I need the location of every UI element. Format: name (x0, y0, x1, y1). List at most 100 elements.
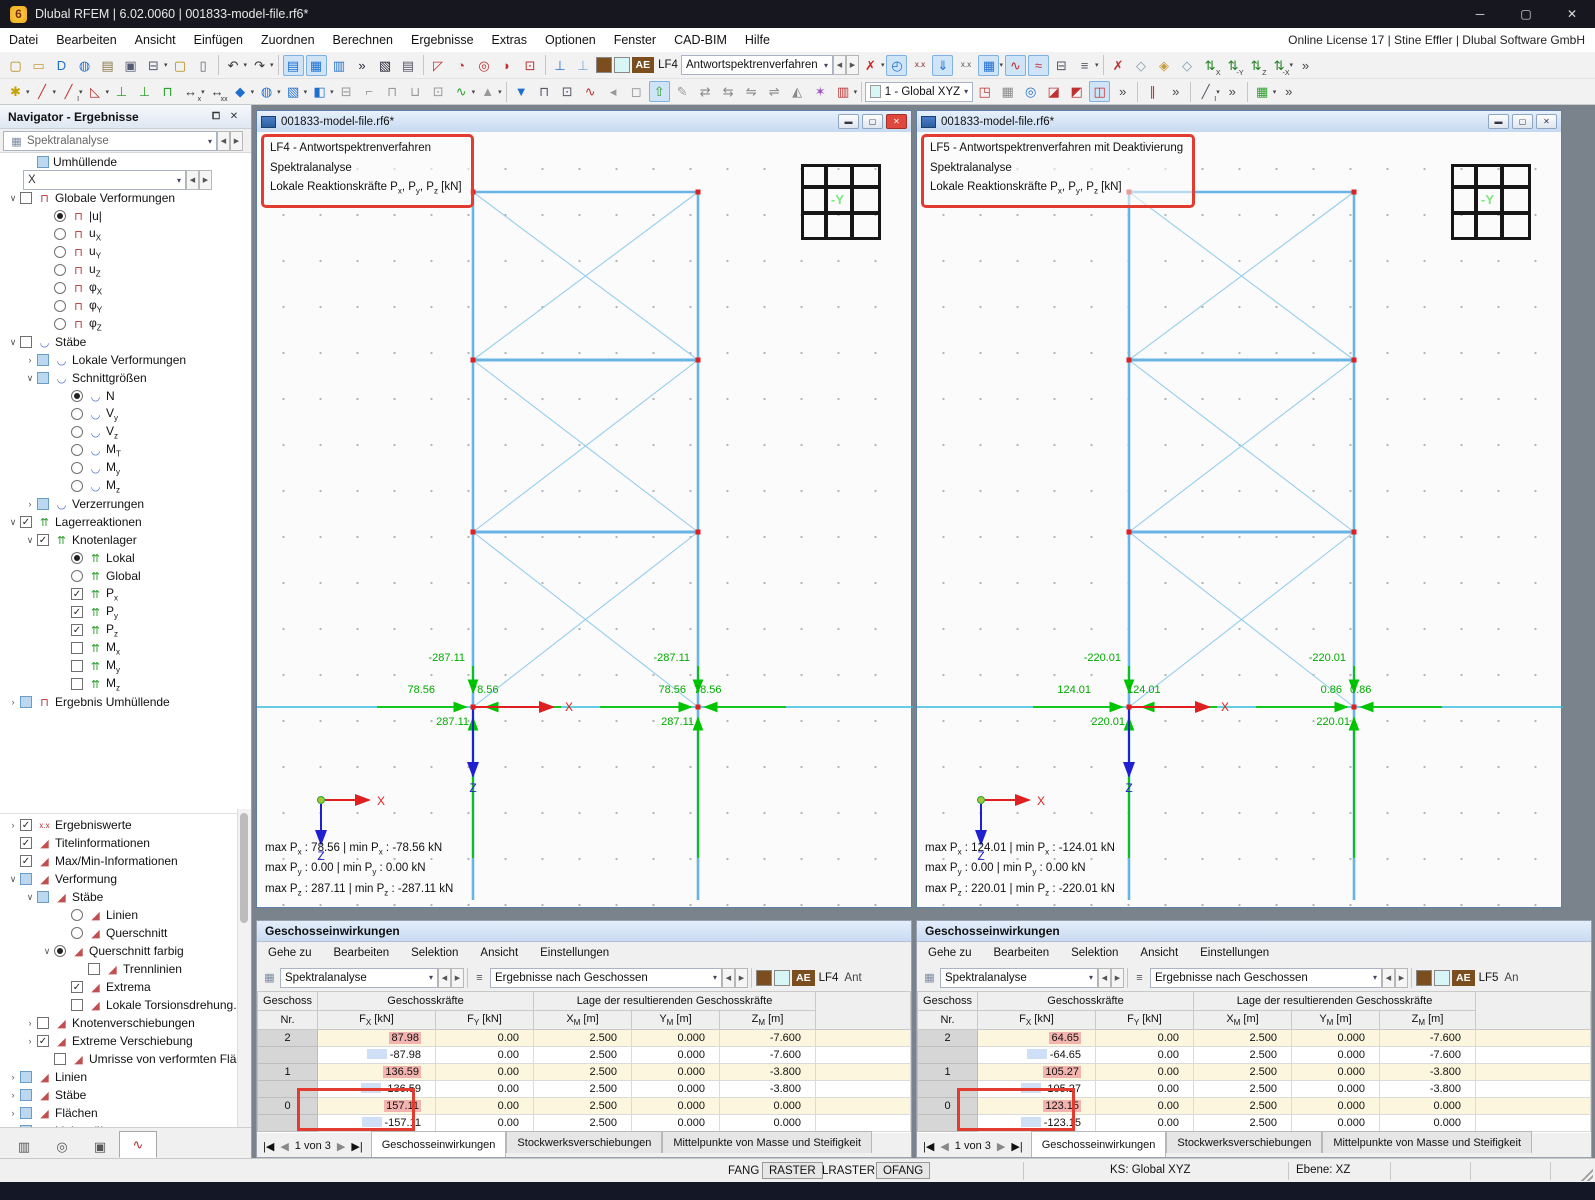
pager-last[interactable]: ▶| (351, 1140, 363, 1153)
checkbox[interactable] (71, 678, 83, 690)
edit-arc-icon[interactable]: ◗ (503, 57, 511, 73)
menu-bearbeiten[interactable]: Bearbeiten (56, 33, 117, 47)
print-graphic-icon[interactable]: ⊟ (1056, 57, 1067, 73)
expander-icon[interactable]: ∨ (9, 336, 17, 347)
select-nodes-icon-dropdown[interactable]: ▾ (250, 88, 255, 96)
tree-row[interactable]: ◢ Querschnitt (0, 924, 238, 942)
select-nodes-icon[interactable]: ◆ (235, 84, 246, 99)
menu-ansicht[interactable]: Ansicht (134, 33, 176, 47)
checkbox[interactable] (54, 1053, 66, 1065)
script-editor-icon[interactable]: ▧ (378, 57, 392, 73)
tree-row[interactable]: ◡ Vy (0, 405, 251, 423)
checkbox[interactable] (37, 372, 49, 384)
snap-raster-button[interactable]: RASTER (762, 1162, 823, 1179)
print-preview-icon[interactable]: ⊟ (340, 84, 352, 99)
menu-optionen[interactable]: Optionen (544, 33, 596, 47)
expander-icon[interactable]: › (11, 1090, 15, 1100)
zoom-cancel-icon[interactable]: ✗ (1112, 57, 1124, 73)
checkbox[interactable]: ✓ (20, 819, 32, 831)
checkbox[interactable] (71, 660, 83, 672)
line-release-icon[interactable]: ⊓ (387, 84, 398, 99)
expander-icon[interactable]: ∨ (9, 516, 17, 527)
panel-combo-prev[interactable]: ◀ (1098, 967, 1111, 988)
checkbox[interactable] (71, 642, 83, 654)
checkbox[interactable]: ✓ (71, 624, 83, 636)
select-sphere-icon-dropdown[interactable]: ▾ (277, 88, 281, 96)
panel-tab-1[interactable]: Geschosseinwirkungen (1030, 1131, 1167, 1157)
tree-row[interactable]: ⊓ φY (0, 297, 251, 315)
tree-row[interactable]: › ◢ Stäbe (0, 1086, 238, 1104)
maximize-button[interactable]: ▢ (1520, 7, 1532, 21)
panel-result-combo[interactable]: Ergebnisse nach Geschossen ▾ (490, 967, 722, 988)
visibility-table-icon-dropdown[interactable]: ▾ (1272, 88, 1277, 96)
show-tables-icon[interactable]: ▤ (282, 54, 304, 76)
viewport-close-button[interactable]: ✕ (1536, 114, 1557, 129)
checkbox[interactable] (37, 891, 49, 903)
checkbox[interactable] (20, 192, 32, 204)
show-results-icon[interactable]: ◴ (886, 54, 908, 76)
result-grid-icon[interactable]: ▦ (978, 54, 1000, 76)
table-row[interactable]: 0 123.15 0.00 2.500 0.000 0.000 (917, 1097, 1591, 1115)
table-row[interactable]: 0 157.11 0.00 2.500 0.000 0.000 (257, 1097, 911, 1115)
navigator-tab-views[interactable]: ◎ (56, 1138, 68, 1154)
expander-icon[interactable]: ∨ (26, 372, 34, 383)
viewport-titlebar[interactable]: 001833-model-file.rf6* ▬ ▢ ✕ (917, 111, 1561, 133)
checkbox[interactable]: ✓ (71, 606, 83, 618)
guidelines-icon[interactable]: ∥ (1149, 84, 1156, 99)
tree-row[interactable]: ◢ Lokale Torsionsdrehung... (0, 996, 243, 1014)
dimension-xx-icon[interactable]: ↔ xx (210, 84, 228, 103)
tree-row[interactable]: › ◢ Linien (0, 1068, 238, 1086)
radio[interactable] (71, 444, 83, 456)
panel-menu-selektion[interactable]: Selektion (411, 947, 459, 959)
tree-row[interactable]: ⊓ uZ (0, 261, 251, 279)
shear-icon[interactable]: ◭ (792, 84, 803, 99)
edit-box-icon[interactable]: ⊡ (524, 57, 536, 73)
close-panel-icon[interactable]: ✕ (229, 111, 239, 122)
mirror-z-icon[interactable]: ⇋ (745, 84, 757, 99)
view-iso-icon[interactable]: ◇ (1136, 57, 1147, 73)
redo-icon-dropdown[interactable]: ▾ (270, 62, 274, 69)
menu-einfügen[interactable]: Einfügen (193, 33, 244, 47)
tree-row[interactable]: › ◡ Verzerrungen (0, 495, 251, 513)
new-model-icon[interactable]: ▢ (9, 57, 22, 73)
checkbox[interactable] (37, 498, 49, 510)
panel-menu-einstellungen[interactable]: Einstellungen (1200, 947, 1270, 959)
member-rotation-icon-dropdown[interactable]: ▾ (471, 88, 476, 96)
tree-row[interactable]: ✓ ⇈ Pz (0, 621, 251, 639)
surface-support-icon[interactable]: ⊓ (162, 84, 173, 99)
delete-results-icon[interactable]: ✗ (865, 57, 876, 73)
view-edit-icon[interactable]: ◈ (1159, 57, 1170, 73)
radio[interactable] (71, 462, 83, 474)
edit-rotate-icon[interactable]: ◸ (433, 57, 444, 73)
expander-icon[interactable]: › (11, 1108, 15, 1118)
new-polyline-icon[interactable]: ◺ (90, 84, 101, 99)
tree-row[interactable]: ◡ Mz (0, 477, 251, 495)
panel-analysis-combo[interactable]: Spektralanalyse ▾ (940, 967, 1098, 988)
checkbox[interactable]: ✓ (37, 1035, 49, 1047)
redo-icon[interactable]: ↷ (254, 57, 265, 73)
render-mode-icon[interactable]: ◻ (630, 84, 642, 99)
table-row[interactable]: 1 105.27 0.00 2.500 0.000 -3.800 (917, 1063, 1591, 1081)
checkbox[interactable] (71, 999, 83, 1011)
copy-icon[interactable]: ▯ (199, 57, 207, 73)
workplane-xy-icon[interactable]: ◪ (1047, 84, 1060, 99)
tree-row[interactable]: ◢ Linien (0, 906, 238, 924)
menu-hilfe[interactable]: Hilfe (744, 33, 770, 47)
expander-icon[interactable]: › (11, 820, 15, 830)
dim-member-icon[interactable]: ╱ I (1201, 84, 1217, 103)
view-minus-y-icon[interactable]: ⇅ -Y (1227, 57, 1244, 77)
calculation-params-icon[interactable]: ≡ (1080, 57, 1089, 73)
model-canvas[interactable]: X Z X Z -220.01 -220.01 124.01 124.01 0.86 0.86 22… (917, 132, 1563, 907)
more-planes-icon[interactable]: » (1119, 84, 1127, 99)
radio[interactable] (54, 318, 66, 330)
expander-icon[interactable]: › (28, 355, 32, 365)
tree-row[interactable]: ∨ ⊓ Globale Verformungen (0, 189, 251, 207)
checkbox[interactable] (20, 696, 32, 708)
tree-row[interactable]: ⊓ φX (0, 279, 251, 297)
checkbox[interactable] (37, 156, 49, 168)
loadcase-next-button[interactable]: ▶ (845, 55, 859, 75)
visibility-table-icon[interactable]: ▦ (1256, 84, 1269, 99)
tree-row[interactable]: ⊓ uX (0, 225, 251, 243)
dim-member-icon-dropdown[interactable]: ▾ (1216, 88, 1220, 96)
tree-row[interactable]: ◡ N (0, 387, 251, 405)
